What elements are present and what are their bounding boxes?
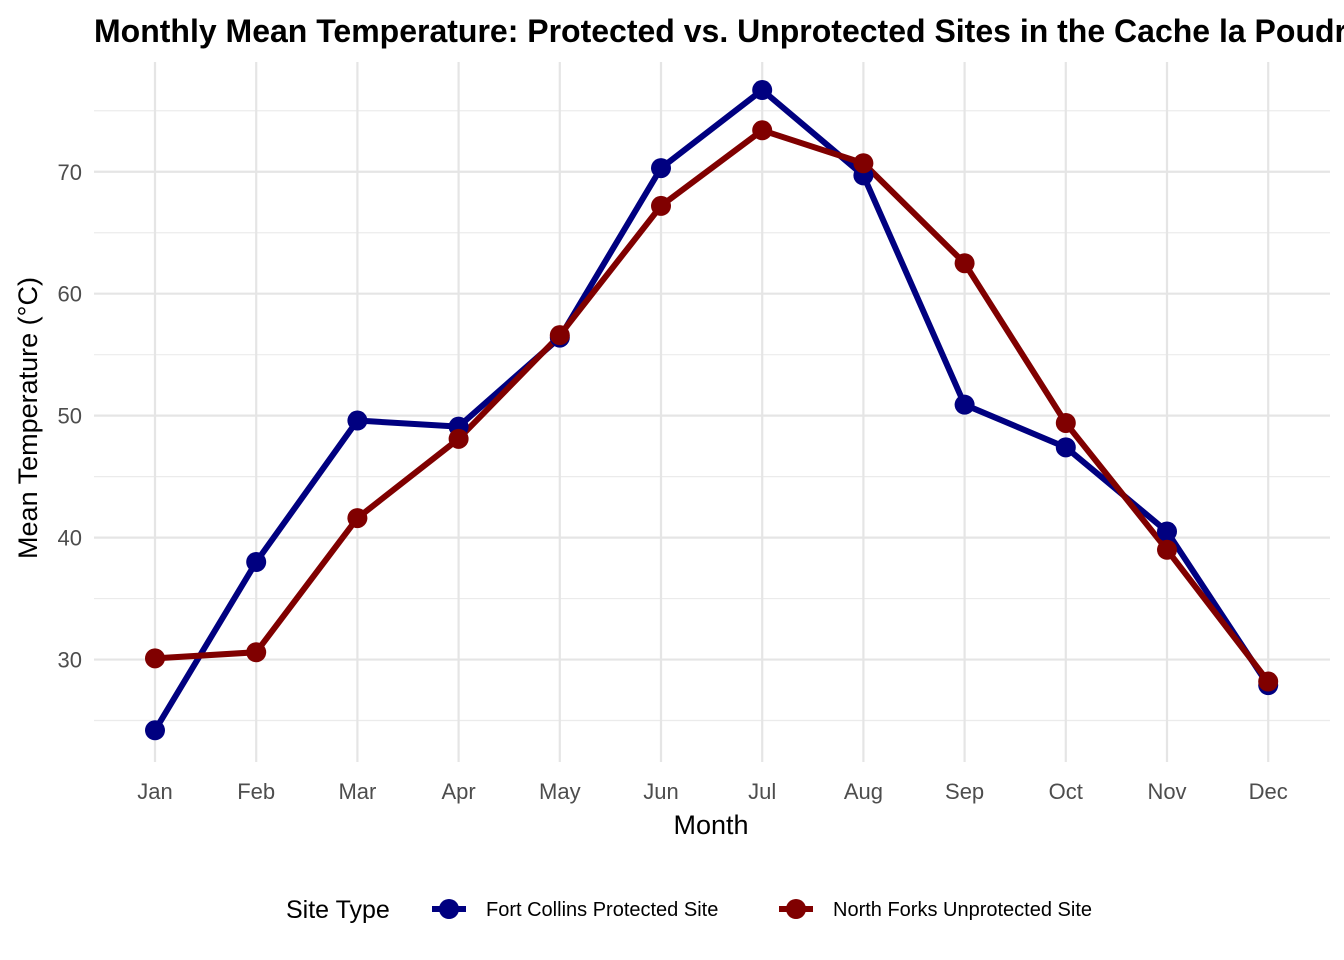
x-tick-label: Sep xyxy=(945,779,984,804)
data-point-north-forks xyxy=(1258,671,1279,692)
x-tick-label: Aug xyxy=(844,779,883,804)
data-point-north-forks xyxy=(448,428,469,449)
legend-item-north-forks: North Forks Unprotected Site xyxy=(779,899,1092,921)
data-point-fort-collins xyxy=(954,394,975,415)
y-tick-label: 40 xyxy=(58,526,82,551)
data-point-north-forks xyxy=(853,153,874,174)
x-tick-label: Oct xyxy=(1049,779,1083,804)
legend-label-fort-collins: Fort Collins Protected Site xyxy=(486,899,718,921)
x-axis-title: Month xyxy=(673,810,748,840)
x-tick-label: Apr xyxy=(441,779,475,804)
x-tick-label: Dec xyxy=(1249,779,1288,804)
data-point-north-forks xyxy=(752,120,773,141)
y-tick-label: 30 xyxy=(58,648,82,673)
legend-key-point-north-forks xyxy=(786,899,806,919)
data-point-north-forks xyxy=(954,253,975,274)
data-point-fort-collins xyxy=(347,410,368,431)
data-point-fort-collins xyxy=(651,158,671,179)
data-point-fort-collins xyxy=(246,552,267,572)
y-tick-label: 60 xyxy=(58,282,82,307)
y-axis-ticks: 30 40 50 60 70 xyxy=(58,160,82,673)
legend-item-fort-collins: Fort Collins Protected Site xyxy=(432,899,718,921)
data-point-north-forks xyxy=(1055,412,1076,433)
x-tick-label: Nov xyxy=(1147,779,1186,804)
y-tick-label: 50 xyxy=(58,404,82,429)
data-point-north-forks xyxy=(347,508,368,529)
x-axis-ticks: Jan Feb Mar Apr May Jun Jul Aug Sep Oct Nov Dec xyxy=(137,779,1288,804)
series-lines xyxy=(152,87,1272,734)
x-tick-label: Jan xyxy=(137,779,172,804)
x-tick-label: Mar xyxy=(338,779,376,804)
series-line-fort-collins xyxy=(152,87,1272,734)
data-points xyxy=(145,80,1279,741)
data-point-north-forks xyxy=(549,325,570,346)
series-line-north-forks xyxy=(152,127,1272,685)
legend-label-north-forks: North Forks Unprotected Site xyxy=(833,899,1092,921)
x-tick-label: Jul xyxy=(748,779,776,804)
y-axis-title: Mean Temperature (°C) xyxy=(13,277,43,559)
x-tick-label: Jun xyxy=(643,779,678,804)
legend-key-point-fort-collins xyxy=(439,899,459,919)
x-tick-label: Feb xyxy=(237,779,275,804)
legend-title: Site Type xyxy=(286,896,390,924)
data-point-fort-collins xyxy=(1157,521,1177,542)
y-tick-label: 70 xyxy=(58,160,82,185)
data-point-north-forks xyxy=(651,195,671,216)
x-tick-label: May xyxy=(539,779,581,804)
chart-title: Monthly Mean Temperature: Protected vs. … xyxy=(94,13,1344,49)
data-point-fort-collins xyxy=(1055,437,1076,458)
legend: Site Type Fort Collins Protected Site No… xyxy=(286,896,1092,924)
data-point-fort-collins xyxy=(145,720,165,741)
data-point-north-forks xyxy=(145,648,165,669)
data-point-north-forks xyxy=(246,642,267,663)
data-point-north-forks xyxy=(1157,539,1177,560)
data-point-fort-collins xyxy=(752,80,773,101)
